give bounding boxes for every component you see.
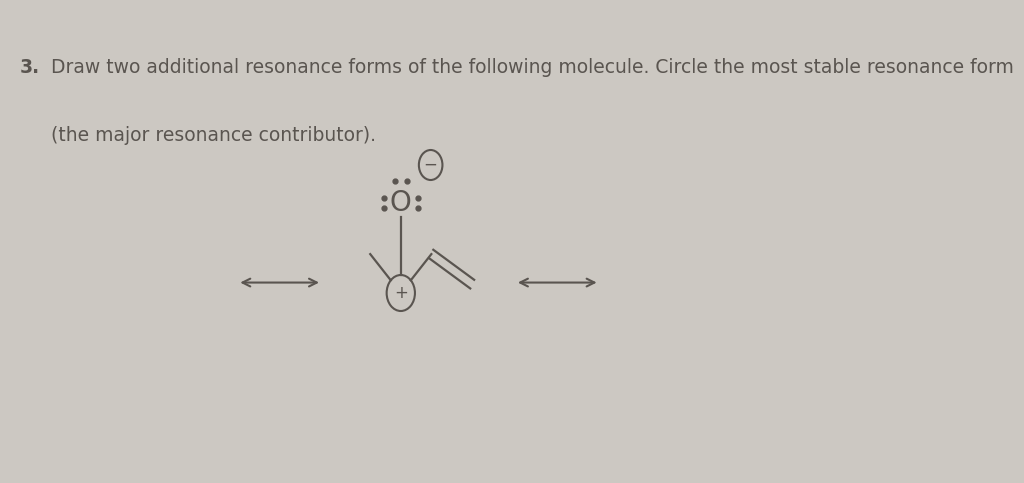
Text: −: −: [424, 156, 437, 174]
Text: O: O: [390, 189, 412, 217]
Text: 3.: 3.: [20, 58, 40, 77]
Text: Draw two additional resonance forms of the following molecule. Circle the most s: Draw two additional resonance forms of t…: [51, 58, 1014, 77]
Text: (the major resonance contributor).: (the major resonance contributor).: [51, 126, 376, 144]
Text: +: +: [394, 284, 408, 302]
